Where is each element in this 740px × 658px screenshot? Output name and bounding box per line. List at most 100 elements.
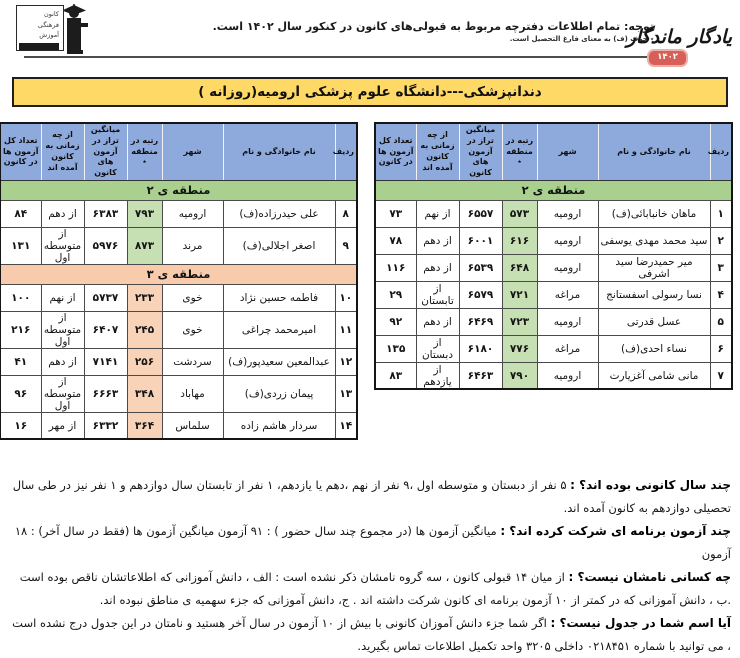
cell-name: میر حمیدرضا سید اشرفی xyxy=(597,253,711,282)
region-band: منطقه ی ۲ xyxy=(374,179,733,201)
cell-total: ۱۳۵ xyxy=(374,334,417,363)
cell-rank: ۷۲۱ xyxy=(501,280,538,309)
cell-row-number: ۱۳ xyxy=(334,374,358,413)
cell-total: ۱۶ xyxy=(0,411,42,440)
region-band-label: منطقه ی ۲ xyxy=(374,179,733,201)
region-band: منطقه ی ۳ xyxy=(0,263,358,285)
kanoon-logo-board: کانون فرهنگی آموزش xyxy=(16,5,64,51)
cell-average: ۶۶۶۳ xyxy=(83,374,128,413)
cell-since: از متوسطه اول xyxy=(40,310,85,349)
cell-average: ۶۴۶۳ xyxy=(458,361,503,390)
cell-city: مرند xyxy=(161,226,224,265)
cell-name: عبدالمعین سعیدپور(ف) xyxy=(222,347,336,376)
cell-row-number: ۱۰ xyxy=(334,283,358,312)
cell-city: مهاباد xyxy=(161,374,224,413)
table-row: ۶ نساء احدی(ف) مراغه ۷۷۶ ۶۱۸۰ از دبستان … xyxy=(374,334,733,363)
cell-rank: ۸۷۳ xyxy=(126,226,163,265)
cell-row-number: ۷ xyxy=(709,361,733,390)
cell-name: فاطمه حسین نژاد xyxy=(222,283,336,312)
cell-name: سید محمد مهدی یوسفی xyxy=(597,226,711,255)
cell-rank: ۲۵۶ xyxy=(126,347,163,376)
region-band-label: منطقه ی ۳ xyxy=(0,263,358,285)
page-header: کانون فرهنگی آموزش توجه: تمام اطلاعات دف… xyxy=(0,0,740,67)
cell-total: ۴۱ xyxy=(0,347,42,376)
cell-rank: ۳۴۸ xyxy=(126,374,163,413)
col-row-number: ردیف xyxy=(708,122,733,181)
table-header-row: ردیف نام خانوادگی و نام شهر رتبه در منطق… xyxy=(374,122,733,181)
cell-since: از دهم xyxy=(40,347,85,376)
cell-rank: ۷۷۶ xyxy=(501,334,538,363)
cell-name: عسل قدرتی xyxy=(597,307,711,336)
cell-rank: ۷۲۳ xyxy=(501,307,538,336)
cell-total: ۲۹ xyxy=(374,280,417,309)
cell-total: ۹۶ xyxy=(0,374,42,413)
table-row: ۱۴ سردار هاشم زاده سلماس ۳۶۴ ۶۳۳۲ از مهر… xyxy=(0,411,358,440)
cell-total: ۱۳۱ xyxy=(0,226,42,265)
cell-total: ۱۱۶ xyxy=(374,253,417,282)
table-row: ۱۳ پیمان زردی(ف) مهاباد ۳۴۸ ۶۶۶۳ از متوس… xyxy=(0,374,358,413)
cell-since: از دبستان xyxy=(415,334,460,363)
cell-average: ۶۵۷۹ xyxy=(458,280,503,309)
header-notice: توجه: تمام اطلاعات دفترچه مربوط به قبولی… xyxy=(213,20,654,43)
table-header-row: ردیف نام خانوادگی و نام شهر رتبه در منطق… xyxy=(0,122,358,181)
region-band-label: منطقه ی ۲ xyxy=(0,179,358,201)
cell-average: ۵۹۷۶ xyxy=(83,226,128,265)
table-row: ۱۱ امیرمحمد چراغی خوی ۲۴۵ ۶۴۰۷ از متوسطه… xyxy=(0,310,358,349)
cell-city: ارومیه xyxy=(536,307,599,336)
cell-average: ۶۳۸۳ xyxy=(83,199,128,228)
cell-since: از دهم xyxy=(40,199,85,228)
cell-since: از دهم xyxy=(415,226,460,255)
results-tables: ردیف نام خانوادگی و نام شهر رتبه در منطق… xyxy=(0,122,733,441)
logo-line: آموزش xyxy=(39,31,59,40)
cell-average: ۶۵۳۹ xyxy=(458,253,503,282)
footnote-text: ۵ نفر از دبستان و متوسطه اول ،۹ نفر از ن… xyxy=(12,478,731,516)
cell-rank: ۷۹۳ xyxy=(126,199,163,228)
footnote-text: میانگین آزمون ها (در مجموع چند سال حضور … xyxy=(14,524,731,562)
col-average-score: میانگین تراز در آزمون های کانون xyxy=(83,122,128,181)
col-city: شهر xyxy=(161,122,224,181)
col-average-score: میانگین تراز در آزمون های کانون xyxy=(458,122,503,181)
cell-rank: ۲۳۳ xyxy=(126,283,163,312)
table-row: ۴ نسا رسولی اسفستانج مراغه ۷۲۱ ۶۵۷۹ از ت… xyxy=(374,280,733,309)
col-total-exams: تعداد کل آزمون ها در کانون xyxy=(0,122,42,181)
col-name: نام خانوادگی و نام xyxy=(222,122,336,181)
cell-row-number: ۱ xyxy=(709,199,733,228)
footnote-lead: چند سال کانونی بوده اند؟ : xyxy=(570,478,731,493)
cell-name: نسا رسولی اسفستانج xyxy=(597,280,711,309)
cell-since: از یازدهم xyxy=(415,361,460,390)
footnote-lead: چه کسانی نامشان نیست؟ : xyxy=(568,570,731,585)
cell-since: از دهم xyxy=(415,253,460,282)
cell-name: مانی شامی آغزیارت xyxy=(597,361,711,390)
cell-since: از دهم xyxy=(415,307,460,336)
header-divider xyxy=(24,56,662,58)
cell-since: از تابستان xyxy=(415,280,460,309)
footnote-lead: چند آزمون برنامه ای شرکت کرده اند؟ : xyxy=(500,524,731,539)
cell-name: علی حیدرزاده(ف) xyxy=(222,199,336,228)
col-row-number: ردیف xyxy=(333,122,358,181)
footnotes-section: چند سال کانونی بوده اند؟ : ۵ نفر از دبست… xyxy=(9,474,731,658)
col-total-exams: تعداد کل آزمون ها در کانون xyxy=(374,122,417,181)
cell-since: از متوسطه اول xyxy=(40,226,85,265)
cell-rank: ۷۹۰ xyxy=(501,361,538,390)
cell-city: خوی xyxy=(161,310,224,349)
yadegar-mandegar-logotype: یادگار ماندگار xyxy=(626,26,733,48)
col-rank: رتبه در منطقه ٭ xyxy=(126,122,163,181)
cell-average: ۵۷۳۷ xyxy=(83,283,128,312)
cell-row-number: ۱۱ xyxy=(334,310,358,349)
cell-city: خوی xyxy=(161,283,224,312)
cell-city: ارومیه xyxy=(536,253,599,282)
cell-average: ۷۱۴۱ xyxy=(83,347,128,376)
cell-row-number: ۳ xyxy=(709,253,733,282)
cell-city: مراغه xyxy=(536,280,599,309)
table-row: ۱۲ عبدالمعین سعیدپور(ف) سردشت ۲۵۶ ۷۱۴۱ ا… xyxy=(0,347,358,376)
cell-row-number: ۶ xyxy=(709,334,733,363)
major-title: دندانپزشکی---دانشگاه علوم پزشکی ارومیه(ر… xyxy=(198,84,542,100)
footnote-paragraph: چند سال کانونی بوده اند؟ : ۵ نفر از دبست… xyxy=(9,474,731,520)
cell-average: ۶۱۸۰ xyxy=(458,334,503,363)
cell-row-number: ۸ xyxy=(334,199,358,228)
cell-name: نساء احدی(ف) xyxy=(597,334,711,363)
cell-average: ۶۴۶۹ xyxy=(458,307,503,336)
col-since: از چه زمانی به کانون آمده اند xyxy=(415,122,460,181)
cell-rank: ۲۴۵ xyxy=(126,310,163,349)
